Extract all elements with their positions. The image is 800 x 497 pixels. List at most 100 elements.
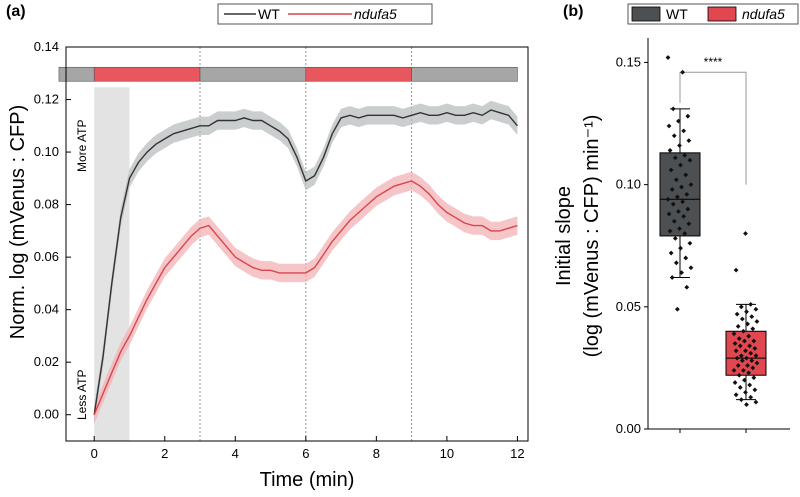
y-tick-label-b-0: 0.00	[616, 421, 641, 436]
point-ndufa5-50	[753, 399, 759, 405]
y-axis-a-ticks: 0.00 0.02 0.04 0.06 0.08 0.10 0.12 0.14	[34, 39, 71, 422]
point-ndufa5-15	[746, 333, 752, 339]
point-WT-3	[685, 113, 691, 119]
x-axis-a-ticks: 0 2 4 6 8 10 12	[91, 436, 525, 461]
point-WT-5	[666, 123, 672, 129]
point-ndufa5-17	[751, 338, 757, 344]
point-ndufa5-13	[740, 328, 746, 334]
condition-bar-segment-4	[411, 66, 518, 82]
point-ndufa5-34	[735, 363, 741, 368]
point-ndufa5-51	[744, 402, 749, 407]
point-WT-36	[687, 240, 693, 246]
point-ndufa5-12	[750, 326, 756, 332]
point-WT-31	[686, 221, 692, 227]
point-WT-9	[677, 143, 682, 148]
point-WT-13	[687, 157, 693, 163]
point-ndufa5-27	[753, 353, 759, 359]
condition-bar-segment-2	[199, 66, 307, 82]
y-tick-label-a-3: 0.06	[34, 249, 59, 264]
point-WT-42	[679, 270, 684, 275]
point-ndufa5-23	[743, 348, 748, 354]
point-WT-35	[672, 235, 678, 241]
x-tick-label-a-0: 0	[91, 446, 98, 461]
point-ndufa5-5	[744, 309, 749, 315]
legend-b: WT ndufa5	[627, 3, 799, 25]
point-ndufa5-48	[748, 394, 754, 400]
box-plots	[659, 108, 767, 401]
point-ndufa5-46	[743, 389, 748, 395]
point-ndufa5-43	[747, 382, 753, 388]
point-ndufa5-18	[742, 338, 747, 344]
point-ndufa5-4	[753, 306, 759, 312]
point-WT-6	[681, 128, 687, 134]
point-ndufa5-35	[750, 365, 756, 371]
y-tick-label-a-5: 0.10	[34, 144, 59, 159]
point-WT-39	[683, 255, 689, 261]
point-WT-25	[670, 201, 676, 207]
point-WT-1	[680, 69, 686, 75]
point-ndufa5-36	[740, 367, 746, 373]
panel-b-label: (b)	[563, 3, 583, 20]
point-ndufa5-0	[743, 231, 748, 236]
condition-bar	[58, 66, 518, 82]
point-WT-21	[684, 192, 690, 197]
box-ndufa5	[725, 330, 767, 376]
point-WT-33	[667, 228, 673, 234]
series-line-WT	[93, 109, 518, 415]
point-WT-0	[665, 55, 671, 60]
point-ndufa5-19	[732, 341, 738, 346]
point-ndufa5-44	[737, 385, 743, 390]
condition-bar-segment-1	[93, 66, 201, 82]
error-band-ndufa5	[94, 171, 518, 424]
point-WT-8	[686, 138, 692, 144]
point-WT-26	[685, 206, 691, 212]
point-WT-14	[678, 162, 683, 168]
point-ndufa5-22	[752, 345, 758, 351]
point-WT-34	[682, 231, 688, 236]
significance-bracket-line	[679, 71, 747, 185]
point-ndufa5-32	[754, 360, 760, 366]
point-ndufa5-28	[744, 355, 749, 361]
point-WT-16	[683, 172, 689, 178]
y-tick-label-a-0: 0.00	[34, 407, 59, 422]
x-axis-a-title: Time (min)	[260, 469, 355, 491]
point-WT-10	[667, 148, 673, 153]
point-ndufa5-3	[738, 304, 744, 310]
point-ndufa5-24	[733, 348, 739, 354]
point-WT-45	[674, 306, 680, 312]
legend-b-ndufa5-label: ndufa5	[742, 6, 785, 22]
point-ndufa5-39	[736, 372, 742, 378]
more-atp-annotation: More ATP	[75, 120, 89, 172]
point-ndufa5-21	[737, 343, 743, 349]
point-WT-43	[669, 275, 675, 280]
y-tick-label-a-7: 0.14	[34, 39, 59, 54]
point-ndufa5-38	[746, 370, 752, 376]
y-tick-label-a-4: 0.08	[34, 197, 59, 212]
point-WT-19	[679, 184, 684, 190]
y-axis-b-title-line2: (log (mVenus : CFP) min⁻¹)	[581, 115, 603, 358]
point-ndufa5-1	[733, 267, 739, 273]
y-tick-label-b-1: 0.05	[616, 299, 641, 314]
legend-b-wt-swatch	[631, 6, 661, 22]
legend-a-ndufa5-label: ndufa5	[354, 6, 397, 22]
point-WT-7	[671, 133, 677, 139]
point-ndufa5-26	[738, 353, 744, 359]
panel-a-label: (a)	[6, 3, 26, 20]
point-WT-38	[668, 250, 674, 256]
significance-bracket	[679, 71, 747, 185]
point-WT-44	[684, 284, 690, 290]
x-tick-label-a-5: 10	[440, 446, 454, 461]
point-WT-41	[688, 265, 694, 271]
condition-bar-segment-3	[305, 66, 412, 82]
x-tick-label-a-1: 2	[161, 446, 168, 461]
point-WT-40	[673, 260, 679, 266]
less-atp-annotation: Less ATP	[75, 370, 89, 420]
legend-b-ndufa5-swatch	[707, 6, 737, 22]
point-ndufa5-47	[733, 392, 739, 398]
point-WT-11	[682, 152, 688, 158]
point-ndufa5-14	[731, 331, 737, 337]
point-WT-18	[688, 182, 694, 188]
point-ndufa5-42	[732, 380, 738, 385]
point-WT-22	[674, 194, 680, 200]
